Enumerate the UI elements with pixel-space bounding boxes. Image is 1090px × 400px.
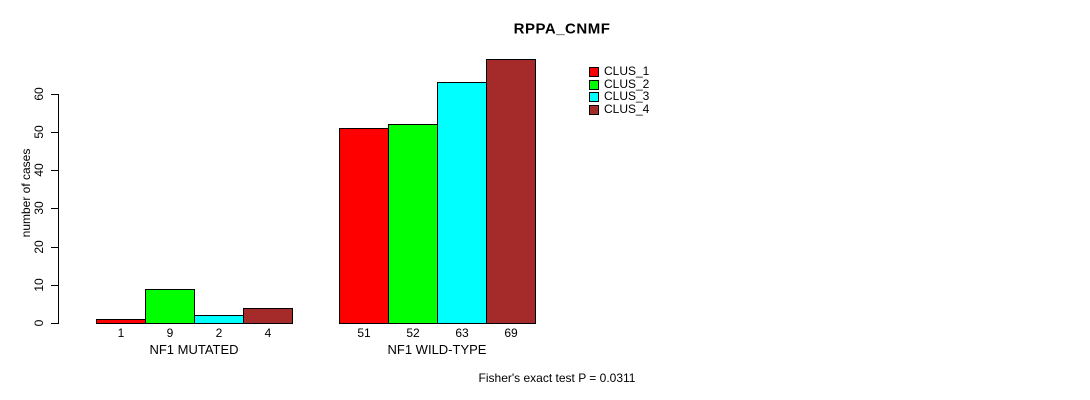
legend-swatch-clus-3 bbox=[589, 91, 599, 102]
y-axis-tick bbox=[51, 170, 58, 171]
bar-clus-3-nf1-wild-type bbox=[437, 82, 487, 324]
legend-label: CLUS_3 bbox=[604, 89, 650, 103]
y-axis-tick-label: 50 bbox=[32, 125, 46, 139]
y-axis-tick-label: 30 bbox=[32, 201, 46, 215]
bar-value-label: 51 bbox=[357, 326, 371, 340]
bar-clus-2-nf1-mutated bbox=[145, 289, 195, 324]
y-axis-line bbox=[58, 94, 59, 324]
legend-label: CLUS_4 bbox=[604, 102, 650, 116]
group-label-nf1-mutated: NF1 MUTATED bbox=[149, 342, 239, 357]
legend-label: CLUS_1 bbox=[604, 64, 650, 78]
bar-value-label: 4 bbox=[264, 326, 272, 340]
bar-clus-4-nf1-wild-type bbox=[486, 59, 536, 324]
y-axis-tick-label: 0 bbox=[32, 319, 46, 327]
bar-value-label: 52 bbox=[406, 326, 420, 340]
bar-value-label: 69 bbox=[504, 326, 518, 340]
legend-swatch-clus-4 bbox=[589, 104, 599, 115]
bar-clus-1-nf1-wild-type bbox=[339, 128, 389, 324]
legend-swatch-clus-2 bbox=[589, 79, 599, 90]
chart-title: RPPA_CNMF bbox=[513, 20, 611, 38]
group-label-nf1-wild-type: NF1 WILD-TYPE bbox=[387, 342, 487, 357]
legend-item-clus-4: CLUS_4 bbox=[589, 102, 650, 116]
y-axis-tick bbox=[51, 94, 58, 95]
legend-label: CLUS_2 bbox=[604, 77, 650, 91]
bar-value-label: 1 bbox=[117, 326, 125, 340]
legend-item-clus-1: CLUS_1 bbox=[589, 64, 650, 78]
legend-item-clus-3: CLUS_3 bbox=[589, 89, 650, 103]
bar-clus-4-nf1-mutated bbox=[243, 308, 293, 324]
bar-clus-2-nf1-wild-type bbox=[388, 124, 438, 324]
legend-swatch-clus-1 bbox=[589, 66, 599, 77]
y-axis-tick-label: 10 bbox=[32, 278, 46, 292]
y-axis-title: number of cases bbox=[19, 148, 33, 238]
bar-clus-3-nf1-mutated bbox=[194, 315, 244, 324]
bar-value-label: 9 bbox=[166, 326, 174, 340]
bar-value-label: 63 bbox=[455, 326, 469, 340]
y-axis-tick bbox=[51, 208, 58, 209]
legend-item-clus-2: CLUS_2 bbox=[589, 77, 650, 91]
bar-clus-1-nf1-mutated bbox=[96, 319, 146, 324]
y-axis-tick bbox=[51, 247, 58, 248]
y-axis-tick-label: 20 bbox=[32, 240, 46, 254]
bar-value-label: 2 bbox=[215, 326, 223, 340]
annotation-text: Fisher's exact test P = 0.0311 bbox=[478, 371, 636, 385]
y-axis-tick bbox=[51, 285, 58, 286]
y-axis-tick bbox=[51, 132, 58, 133]
y-axis-tick bbox=[51, 323, 58, 324]
y-axis-tick-label: 60 bbox=[32, 87, 46, 101]
y-axis-tick-label: 40 bbox=[32, 163, 46, 177]
